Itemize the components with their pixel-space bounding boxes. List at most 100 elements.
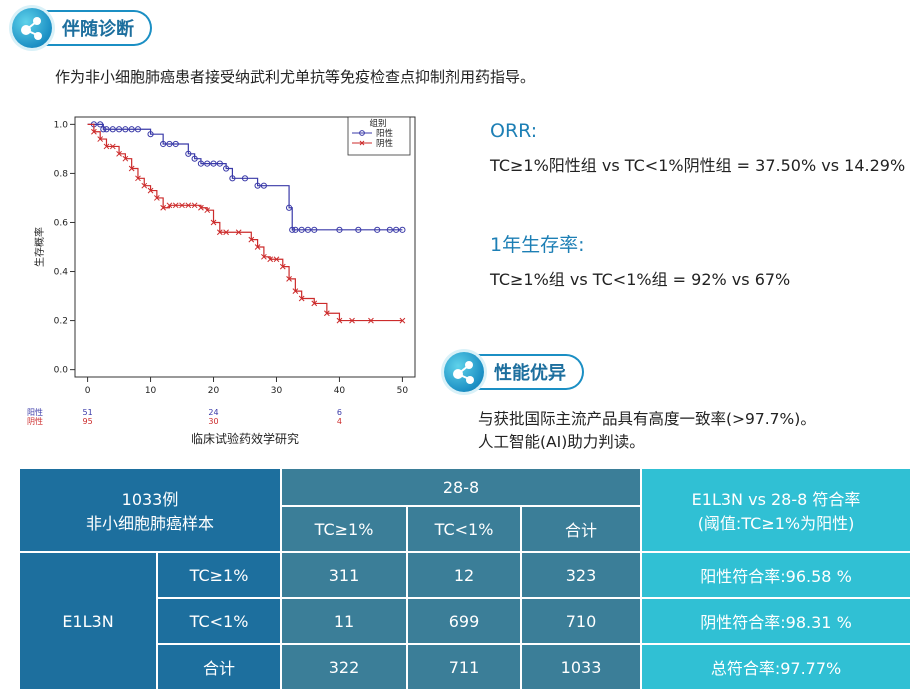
table-cell: 710 bbox=[520, 597, 643, 645]
table-cell: 311 bbox=[280, 551, 409, 599]
censor-mark bbox=[141, 182, 148, 189]
row-group-e1l3n: E1L3N bbox=[18, 551, 158, 691]
censor-mark bbox=[210, 219, 217, 226]
censor-mark bbox=[191, 202, 198, 209]
survival-body: TC≥1%组 vs TC<1%组 = 92% vs 67% bbox=[490, 270, 791, 289]
table-cell: 1033 bbox=[520, 643, 643, 691]
section-title: 伴随诊断 bbox=[38, 10, 152, 46]
censor-mark bbox=[185, 202, 192, 209]
section-header-companion-diagnosis: 伴随诊断 bbox=[12, 8, 152, 48]
legend-marker bbox=[359, 140, 365, 146]
orr-body: TC≥1%阳性组 vs TC<1%阴性组 = 37.50% vs 14.29% bbox=[490, 156, 906, 175]
sample-count: 1033例 bbox=[121, 490, 179, 509]
at-risk-count: 6 bbox=[337, 408, 342, 417]
at-risk-count: 95 bbox=[82, 417, 92, 426]
performance-line-1: 与获批国际主流产品具有高度一致率(>97.7%)。 bbox=[478, 410, 816, 428]
censor-mark bbox=[289, 226, 296, 233]
censor-mark bbox=[172, 140, 179, 148]
sample-header: 1033例 非小细胞肺癌样本 bbox=[17, 467, 283, 553]
censor-mark bbox=[103, 126, 110, 133]
censor-mark bbox=[229, 175, 236, 182]
censor-mark bbox=[109, 126, 116, 133]
y-tick-label: 0.0 bbox=[54, 366, 69, 376]
censor-mark bbox=[103, 143, 110, 150]
orr-title: ORR: bbox=[490, 120, 538, 142]
molecule-icon bbox=[444, 352, 484, 392]
censor-mark bbox=[100, 126, 107, 133]
censor-mark bbox=[198, 204, 204, 211]
at-risk-group-label: 阳性 bbox=[27, 407, 43, 417]
censor-mark bbox=[115, 126, 123, 133]
censor-mark bbox=[185, 150, 192, 157]
censor-mark bbox=[153, 195, 160, 201]
censor-mark bbox=[285, 204, 293, 211]
x-tick-label: 30 bbox=[271, 386, 283, 396]
censor-mark bbox=[166, 140, 173, 148]
table-row: E1L3N TC≥1% 311 12 323 阳性符合率:96.58 % bbox=[18, 551, 912, 691]
censor-mark bbox=[273, 256, 280, 263]
censor-mark bbox=[191, 155, 198, 162]
subheader-tc-lt-1: TC<1% bbox=[406, 505, 523, 553]
performance-line-2: 人工智能(AI)助力判读。 bbox=[478, 433, 645, 451]
positive-agreement-rate: 阳性符合率:96.58 % bbox=[640, 551, 912, 599]
at-risk-count: 51 bbox=[82, 408, 92, 417]
legend-box bbox=[347, 116, 411, 156]
censor-mark bbox=[374, 226, 381, 233]
censor-mark bbox=[97, 136, 104, 142]
km-curve-2 bbox=[87, 123, 403, 322]
table-cell: 322 bbox=[280, 643, 409, 691]
censor-mark bbox=[128, 126, 135, 133]
table-cell: 699 bbox=[406, 597, 523, 645]
censor-mark bbox=[122, 126, 129, 133]
censor-mark bbox=[261, 253, 267, 260]
legend-label: 阴性 bbox=[376, 138, 394, 149]
censor-mark bbox=[298, 226, 305, 233]
censor-mark bbox=[399, 226, 406, 233]
x-tick-label: 40 bbox=[334, 386, 346, 396]
censor-mark bbox=[235, 229, 242, 236]
overall-agreement-rate: 总符合率:97.77% bbox=[640, 643, 912, 691]
subheader-total: 合计 bbox=[520, 505, 643, 553]
censor-mark bbox=[122, 155, 129, 162]
censor-mark bbox=[349, 317, 355, 324]
sample-type: 非小细胞肺癌样本 bbox=[86, 514, 215, 533]
table-row: 合计 322 711 1033 总符合率:97.77% bbox=[19, 643, 912, 691]
km-curve-1 bbox=[87, 123, 403, 231]
table-cell: 11 bbox=[280, 597, 409, 645]
censor-mark bbox=[298, 295, 305, 302]
censor-mark bbox=[223, 229, 229, 236]
censor-mark bbox=[368, 317, 374, 324]
intro-text: 作为非小细胞肺癌患者接受纳武利尤单抗等免疫检查点抑制剂用药指导。 bbox=[55, 68, 536, 86]
censor-mark bbox=[260, 182, 267, 189]
censor-mark bbox=[292, 226, 299, 233]
censor-mark bbox=[204, 207, 211, 214]
legend-label: 阳性 bbox=[376, 128, 394, 139]
at-risk-count: 24 bbox=[208, 408, 218, 417]
table-cell: 711 bbox=[406, 643, 523, 691]
section-header-performance: 性能优异 bbox=[444, 352, 584, 392]
survival-title: 1年生存率: bbox=[490, 234, 585, 256]
censor-mark bbox=[128, 165, 135, 172]
censor-mark bbox=[279, 263, 286, 270]
plot-frame bbox=[74, 116, 416, 378]
censor-mark bbox=[304, 226, 312, 233]
censor-mark bbox=[267, 256, 274, 263]
censor-mark bbox=[216, 229, 223, 236]
censor-mark bbox=[134, 126, 142, 133]
censor-mark bbox=[204, 160, 211, 167]
rate-header-line-1: E1L3N vs 28-8 符合率 bbox=[691, 490, 861, 509]
table-row: TC<1% 11 699 710 阴性符合率:98.31 % bbox=[19, 597, 912, 645]
table-cell: 323 bbox=[520, 551, 643, 599]
header-28-8: 28-8 bbox=[280, 467, 643, 507]
censor-mark bbox=[179, 202, 185, 209]
x-axis-label: 临床试验药效学研究 bbox=[191, 431, 299, 446]
x-tick-label: 50 bbox=[397, 386, 409, 396]
at-risk-group-label: 阴性 bbox=[27, 416, 43, 426]
agreement-table: 1033例 非小细胞肺癌样本 28-8 E1L3N vs 28-8 符合率 (阈… bbox=[17, 467, 912, 691]
molecule-icon bbox=[12, 8, 52, 48]
row-label: TC<1% bbox=[155, 597, 283, 645]
performance-text: 与获批国际主流产品具有高度一致率(>97.7%)。 人工智能(AI)助力判读。 bbox=[478, 408, 816, 454]
censor-mark bbox=[254, 244, 261, 250]
censor-mark bbox=[91, 128, 97, 135]
y-tick-label: 0.4 bbox=[54, 268, 69, 278]
